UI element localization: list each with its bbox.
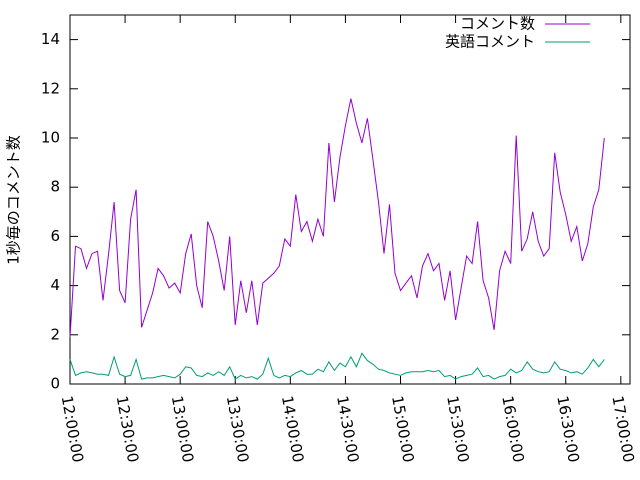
series-line xyxy=(69,98,605,338)
x-tick-label: 14:30:00 xyxy=(333,394,362,463)
plot-border xyxy=(69,14,631,385)
x-tick-label: 16:30:00 xyxy=(553,394,582,463)
legend-label: コメント数 xyxy=(460,15,535,33)
y-tick-label: 14 xyxy=(41,30,60,48)
y-tick-label: 10 xyxy=(41,129,60,147)
x-tick-label: 13:30:00 xyxy=(223,394,252,463)
x-tick-label: 13:00:00 xyxy=(168,394,197,463)
y-tick-label: 6 xyxy=(50,227,60,245)
y-tick-label: 0 xyxy=(50,375,60,393)
x-tick-label: 15:30:00 xyxy=(443,394,472,463)
x-tick-label: 16:00:00 xyxy=(498,394,527,463)
x-tick-label: 14:00:00 xyxy=(278,394,307,463)
y-axis-label: 1秒毎のコメント数 xyxy=(5,135,23,265)
y-tick-label: 8 xyxy=(50,178,60,196)
x-tick-label: 17:00:00 xyxy=(608,394,637,463)
series-line xyxy=(69,352,605,380)
x-tick-label: 15:00:00 xyxy=(388,394,417,463)
x-tick-label: 12:00:00 xyxy=(58,394,87,463)
y-tick-label: 12 xyxy=(41,79,60,97)
legend-label: 英語コメント xyxy=(445,33,535,51)
y-tick-label: 2 xyxy=(50,325,60,343)
x-tick-label: 12:30:00 xyxy=(113,394,142,463)
y-tick-label: 4 xyxy=(50,276,60,294)
